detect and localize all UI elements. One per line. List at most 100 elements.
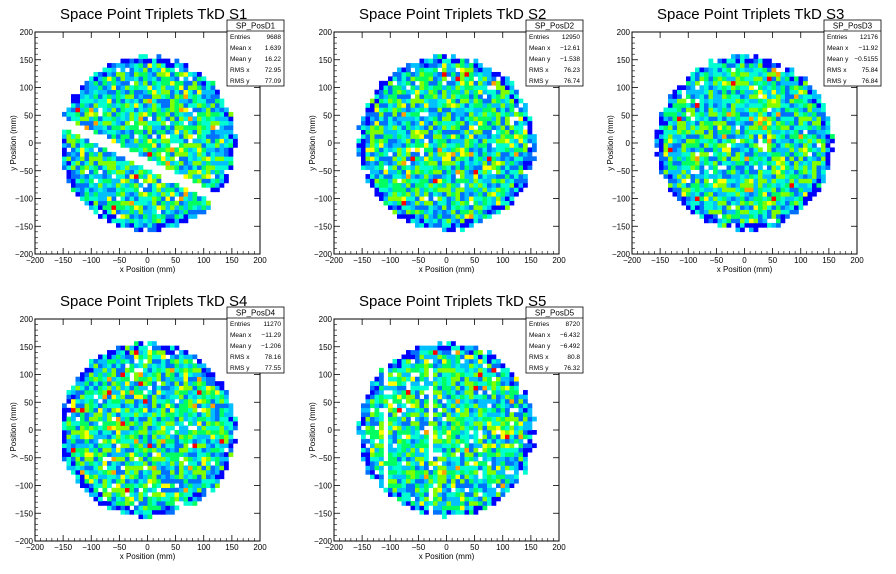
heatmap-cell [233,425,238,431]
heatmap-cell [219,98,225,104]
heatmap-cell [433,94,438,99]
heatmap-cell [201,209,207,215]
heatmap-cell [749,156,754,162]
heatmap-cell [659,160,664,166]
heatmap-cell [708,187,714,193]
heatmap-cell [192,107,198,113]
heatmap-cell [206,169,211,175]
heatmap-cell [147,147,153,153]
heatmap-cell [197,394,202,400]
heatmap-cell [361,120,366,126]
heatmap-cell [464,205,470,210]
heatmap-cell [143,367,148,373]
heatmap-cell [789,120,795,126]
heatmap-cell [156,85,162,91]
heatmap-cell [80,107,85,113]
heatmap-cell [370,160,375,166]
heatmap-cell [134,434,139,440]
heatmap-cell [102,407,108,413]
heatmap-cell [147,214,153,219]
heatmap-cell [677,107,682,113]
heatmap-cell [365,134,371,139]
heatmap-cell [111,447,117,453]
heatmap-cell [120,501,126,506]
heatmap-cell [406,214,411,219]
heatmap-cell [125,350,130,355]
heatmap-cell [201,103,207,108]
heatmap-cell [147,398,153,404]
heatmap-cell [722,160,727,166]
heatmap-cell [482,182,488,188]
heatmap-cell [401,111,407,117]
heatmap-cell [437,205,443,210]
heatmap-cell [197,416,202,422]
heatmap-cell [717,67,723,73]
heatmap-cell [735,134,741,139]
heatmap-cell [152,151,157,157]
heatmap-cell [374,103,380,108]
heatmap-cell [201,89,207,95]
heatmap-cell [120,381,126,386]
heatmap-cell [514,89,519,95]
heatmap-cell [668,156,673,162]
heatmap-cell [134,412,139,417]
heatmap-cell [446,222,452,228]
heatmap-cell [174,63,180,68]
heatmap-cell [659,134,664,139]
heatmap-cell [374,182,380,188]
heatmap-cell [437,116,443,122]
heatmap-cell [93,403,99,409]
heatmap-cell [66,425,72,431]
heatmap-cell [228,438,234,444]
heatmap-cell [708,89,714,95]
heatmap-cell [165,501,171,506]
y-tick-label: −50 [616,167,630,176]
heatmap-cell [98,147,103,153]
heatmap-cell [116,134,121,139]
heatmap-cell [125,501,130,506]
heatmap-cell [197,390,202,395]
heatmap-cell [156,496,162,502]
heatmap-cell [161,196,166,202]
heatmap-cell [776,174,781,179]
heatmap-cell [93,376,99,382]
heatmap-cell [695,111,700,117]
heatmap-cell [406,138,411,144]
heatmap-cell [197,120,202,126]
heatmap-cell [98,403,103,409]
heatmap-cell [66,443,72,449]
heatmap-cell [708,214,714,219]
heatmap-cell [469,107,474,113]
heatmap-cell [174,474,180,480]
heatmap-cell [66,398,72,404]
heatmap-cell [690,200,696,206]
heatmap-cell [174,438,180,444]
heatmap-cell [138,381,144,386]
heatmap-cell [383,125,389,130]
heatmap-cell [156,452,162,457]
heatmap-cell [165,85,171,91]
heatmap-cell [379,116,384,122]
heatmap-cell [383,80,389,86]
heatmap-cell [830,138,835,144]
heatmap-cell [165,443,171,449]
heatmap-cell [726,209,732,215]
heatmap-cell [663,147,669,153]
heatmap-cell [201,98,207,104]
heatmap-cell [690,191,696,197]
heatmap-cell [776,85,781,91]
heatmap-cell [215,469,220,475]
heatmap-cell [392,151,398,157]
heatmap-cell [704,147,709,153]
heatmap-cell [776,156,781,162]
heatmap-cell [152,191,157,197]
heatmap-cell [798,89,804,95]
heatmap-cell [179,412,184,417]
heatmap-cell [192,200,198,206]
heatmap-cell [740,191,745,197]
heatmap-cell [410,205,416,210]
heatmap-cell [143,438,148,444]
heatmap-cell [392,178,398,184]
heatmap-cell [428,156,434,162]
heatmap-cell [102,200,108,206]
